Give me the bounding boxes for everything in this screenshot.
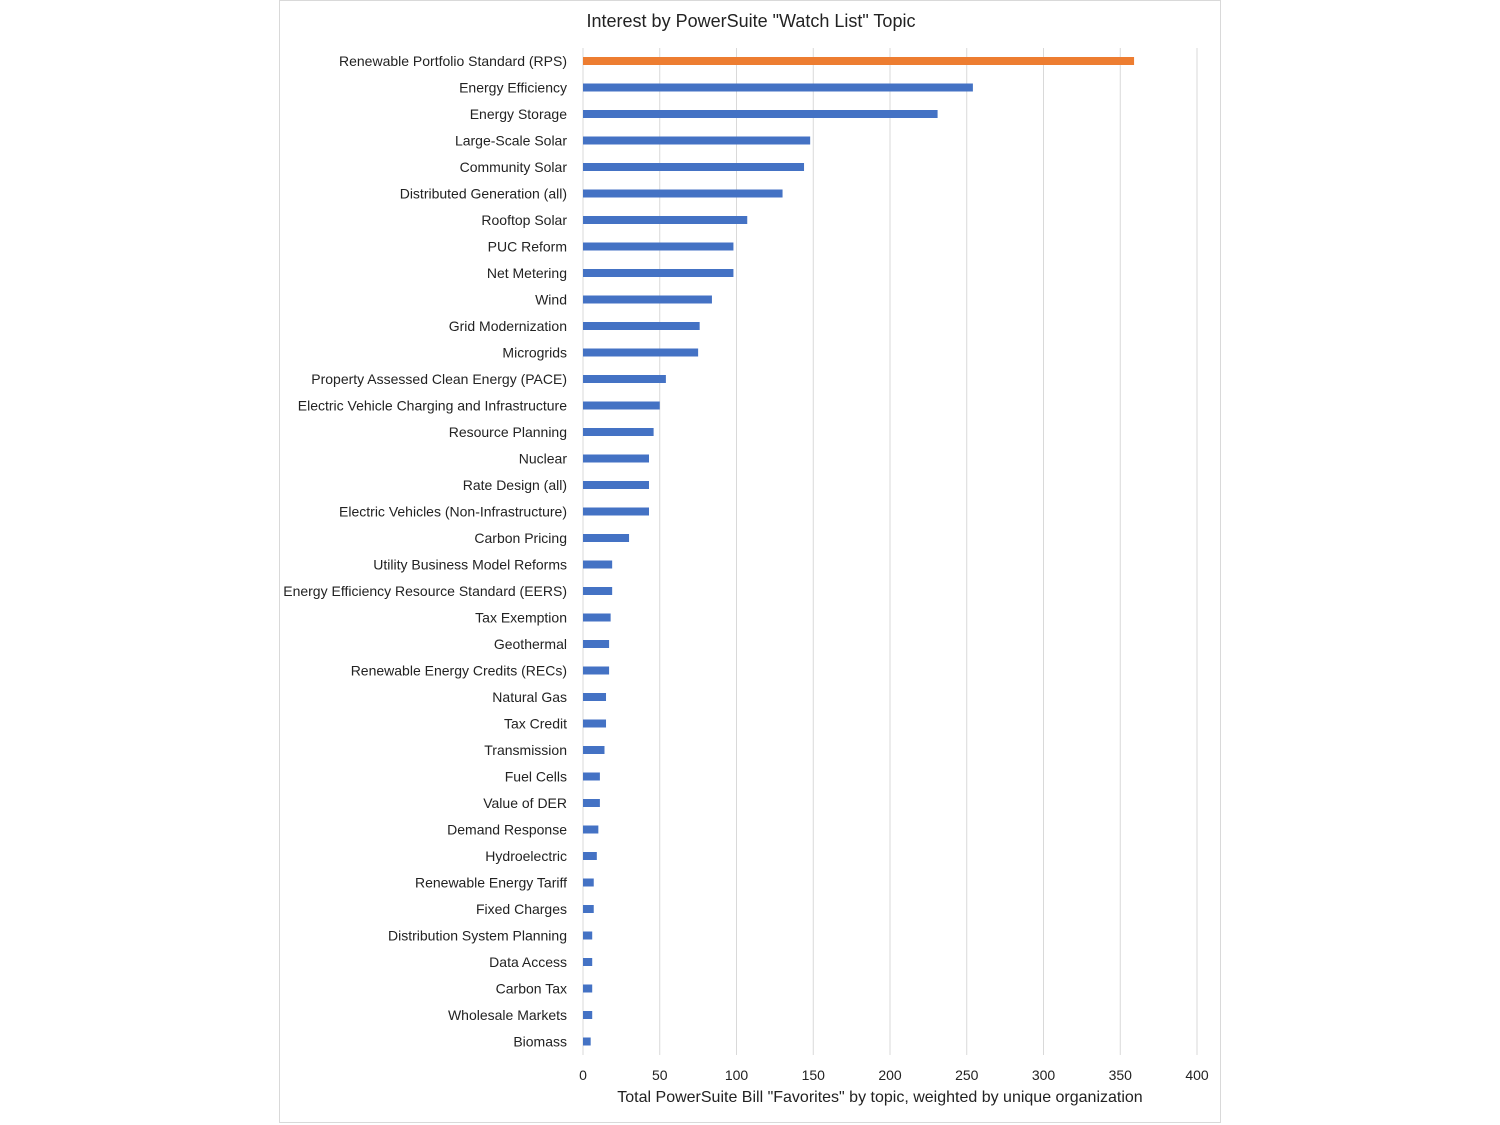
bar bbox=[583, 958, 593, 966]
x-tick-label: 200 bbox=[878, 1067, 902, 1083]
bar bbox=[583, 984, 593, 993]
category-label: Biomass bbox=[513, 1034, 567, 1050]
category-label: Fixed Charges bbox=[476, 901, 567, 917]
bar bbox=[583, 560, 613, 569]
bar bbox=[583, 772, 600, 781]
category-label: Transmission bbox=[484, 742, 567, 758]
category-label: Energy Efficiency Resource Standard (EER… bbox=[283, 583, 567, 599]
category-label: Wind bbox=[535, 292, 567, 308]
category-label: PUC Reform bbox=[488, 239, 567, 255]
bar bbox=[583, 295, 712, 304]
category-label: Tax Credit bbox=[504, 716, 567, 732]
category-label: Tax Exemption bbox=[475, 610, 567, 626]
category-label: Renewable Energy Credits (RECs) bbox=[351, 663, 567, 679]
category-label: Carbon Tax bbox=[496, 981, 567, 997]
x-tick-label: 50 bbox=[652, 1067, 668, 1083]
x-tick-label: 0 bbox=[579, 1067, 587, 1083]
category-label: Data Access bbox=[489, 954, 567, 970]
category-label: Geothermal bbox=[494, 636, 567, 652]
category-label: Resource Planning bbox=[449, 424, 567, 440]
x-tick-label: 350 bbox=[1109, 1067, 1133, 1083]
category-label: Natural Gas bbox=[492, 689, 567, 705]
bar-chart-plot: 0 50 100 150 200 250 300 350 400 Renewable Portfo… bbox=[283, 48, 1209, 1083]
category-label: Large-Scale Solar bbox=[455, 133, 567, 149]
bar bbox=[583, 481, 650, 489]
bar bbox=[583, 242, 734, 251]
category-label: Electric Vehicle Charging and Infrastruc… bbox=[298, 398, 567, 414]
chart-frame: Interest by PowerSuite "Watch List" Topi… bbox=[279, 0, 1221, 1123]
category-label: Rooftop Solar bbox=[481, 212, 567, 228]
bar bbox=[583, 348, 699, 357]
bar bbox=[583, 1037, 591, 1046]
bar bbox=[583, 534, 630, 542]
bar bbox=[583, 693, 607, 701]
bar bbox=[583, 931, 593, 940]
bar bbox=[583, 825, 599, 834]
bar bbox=[583, 666, 610, 675]
category-label: Rate Design (all) bbox=[463, 477, 567, 493]
category-label: Value of DER bbox=[483, 795, 567, 811]
bar bbox=[583, 189, 783, 198]
category-label: Community Solar bbox=[460, 159, 568, 175]
bar bbox=[583, 110, 938, 118]
bar bbox=[583, 613, 611, 622]
bar bbox=[583, 905, 594, 913]
bar bbox=[583, 719, 607, 728]
category-label: Electric Vehicles (Non-Infrastructure) bbox=[339, 504, 567, 520]
category-label: Microgrids bbox=[502, 345, 567, 361]
x-axis-title: Total PowerSuite Bill "Favorites" by top… bbox=[617, 1089, 1143, 1106]
category-label: Utility Business Model Reforms bbox=[373, 557, 567, 573]
x-tick-label: 250 bbox=[955, 1067, 979, 1083]
bar bbox=[583, 428, 654, 436]
category-label: Energy Storage bbox=[470, 106, 567, 122]
category-label: Wholesale Markets bbox=[448, 1007, 567, 1023]
bar bbox=[583, 57, 1135, 65]
category-label: Distributed Generation (all) bbox=[400, 186, 567, 202]
bar bbox=[583, 216, 748, 224]
bar bbox=[583, 269, 734, 277]
category-label: Distribution System Planning bbox=[388, 928, 567, 944]
category-label: Demand Response bbox=[447, 822, 567, 838]
bar bbox=[583, 1011, 593, 1019]
bar bbox=[583, 878, 594, 887]
bar bbox=[583, 507, 650, 516]
category-label: Property Assessed Clean Energy (PACE) bbox=[311, 371, 567, 387]
category-label: Nuclear bbox=[519, 451, 568, 467]
x-tick-label: 100 bbox=[725, 1067, 749, 1083]
category-label: Fuel Cells bbox=[505, 769, 567, 785]
x-tick-label: 150 bbox=[802, 1067, 826, 1083]
x-tick-label: 400 bbox=[1185, 1067, 1209, 1083]
bar bbox=[583, 746, 605, 754]
category-label: Renewable Energy Tariff bbox=[415, 875, 567, 891]
category-label: Grid Modernization bbox=[449, 318, 567, 334]
bar bbox=[583, 401, 660, 410]
bar bbox=[583, 83, 973, 92]
bar bbox=[583, 322, 700, 330]
bar bbox=[583, 136, 811, 145]
bar bbox=[583, 852, 597, 860]
category-label: Net Metering bbox=[487, 265, 567, 281]
category-label: Renewable Portfolio Standard (RPS) bbox=[339, 53, 567, 69]
bar bbox=[583, 375, 666, 383]
chart-title: Interest by PowerSuite "Watch List" Topi… bbox=[586, 11, 916, 31]
category-label: Hydroelectric bbox=[485, 848, 567, 864]
bar bbox=[583, 640, 610, 648]
bar bbox=[583, 799, 600, 807]
category-label: Energy Efficiency bbox=[459, 80, 567, 96]
bar bbox=[583, 454, 650, 463]
bar bbox=[583, 587, 613, 595]
x-tick-label: 300 bbox=[1032, 1067, 1056, 1083]
category-label: Carbon Pricing bbox=[474, 530, 567, 546]
bar bbox=[583, 163, 805, 171]
